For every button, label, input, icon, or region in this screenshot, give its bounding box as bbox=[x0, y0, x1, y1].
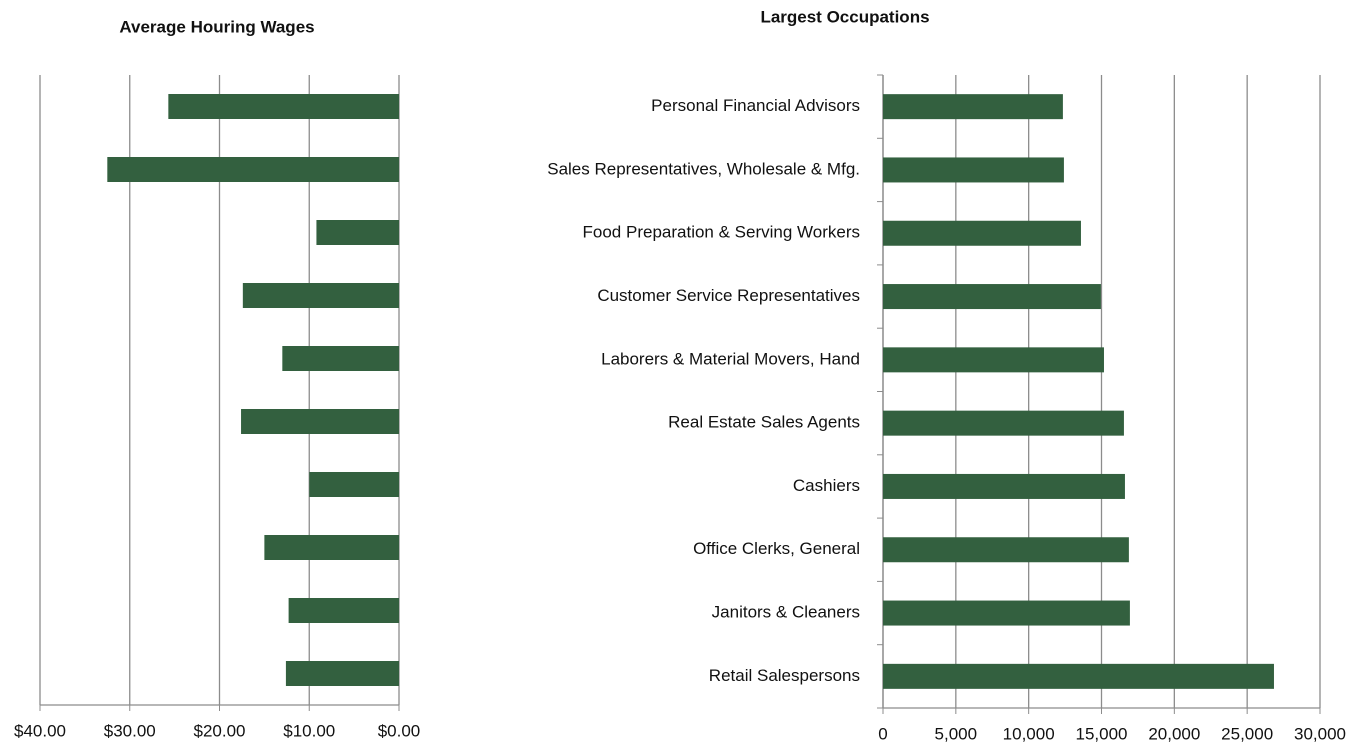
y-tick-label: Sales Representatives, Wholesale & Mfg. bbox=[547, 159, 860, 178]
chart-title: Largest Occupations bbox=[760, 7, 929, 26]
y-tick-label: Cashiers bbox=[793, 476, 860, 495]
bar bbox=[883, 537, 1129, 563]
x-tick-label: 10,000 bbox=[1003, 724, 1055, 743]
bar bbox=[168, 94, 399, 119]
bar bbox=[316, 220, 399, 245]
y-tick-label: Personal Financial Advisors bbox=[651, 96, 860, 115]
bar bbox=[288, 598, 399, 623]
y-tick-label: Customer Service Representatives bbox=[597, 286, 860, 305]
chart-title: Average Houring Wages bbox=[119, 17, 314, 36]
bar bbox=[883, 600, 1130, 626]
bar bbox=[282, 346, 399, 371]
x-tick-label: $30.00 bbox=[104, 721, 156, 740]
y-tick-label: Office Clerks, General bbox=[693, 539, 860, 558]
bar bbox=[883, 157, 1064, 183]
bar bbox=[309, 472, 399, 497]
x-tick-label: 25,000 bbox=[1221, 724, 1273, 743]
bar bbox=[883, 284, 1101, 310]
bar bbox=[285, 661, 399, 686]
y-tick-label: Laborers & Material Movers, Hand bbox=[601, 349, 860, 368]
y-tick-label: Food Preparation & Serving Workers bbox=[583, 223, 860, 242]
x-tick-label: $0.00 bbox=[378, 721, 421, 740]
y-tick-label: Real Estate Sales Agents bbox=[668, 413, 860, 432]
x-tick-label: 20,000 bbox=[1148, 724, 1200, 743]
bar bbox=[883, 94, 1063, 120]
x-tick-label: 0 bbox=[878, 724, 887, 743]
x-tick-label: 5,000 bbox=[935, 724, 978, 743]
x-tick-label: 30,000 bbox=[1294, 724, 1346, 743]
bar bbox=[883, 410, 1124, 436]
bar bbox=[264, 535, 399, 560]
x-tick-label: $20.00 bbox=[194, 721, 246, 740]
x-tick-label: $40.00 bbox=[14, 721, 66, 740]
bar bbox=[107, 157, 399, 182]
bar bbox=[883, 347, 1104, 373]
y-tick-label: Janitors & Cleaners bbox=[712, 603, 860, 622]
x-tick-label: $10.00 bbox=[283, 721, 335, 740]
y-tick-label: Retail Salespersons bbox=[709, 666, 860, 685]
bar bbox=[883, 473, 1125, 499]
bar bbox=[883, 220, 1081, 246]
bar bbox=[242, 283, 399, 308]
x-tick-label: 15,000 bbox=[1076, 724, 1128, 743]
bar bbox=[883, 663, 1274, 689]
bar bbox=[241, 409, 399, 434]
